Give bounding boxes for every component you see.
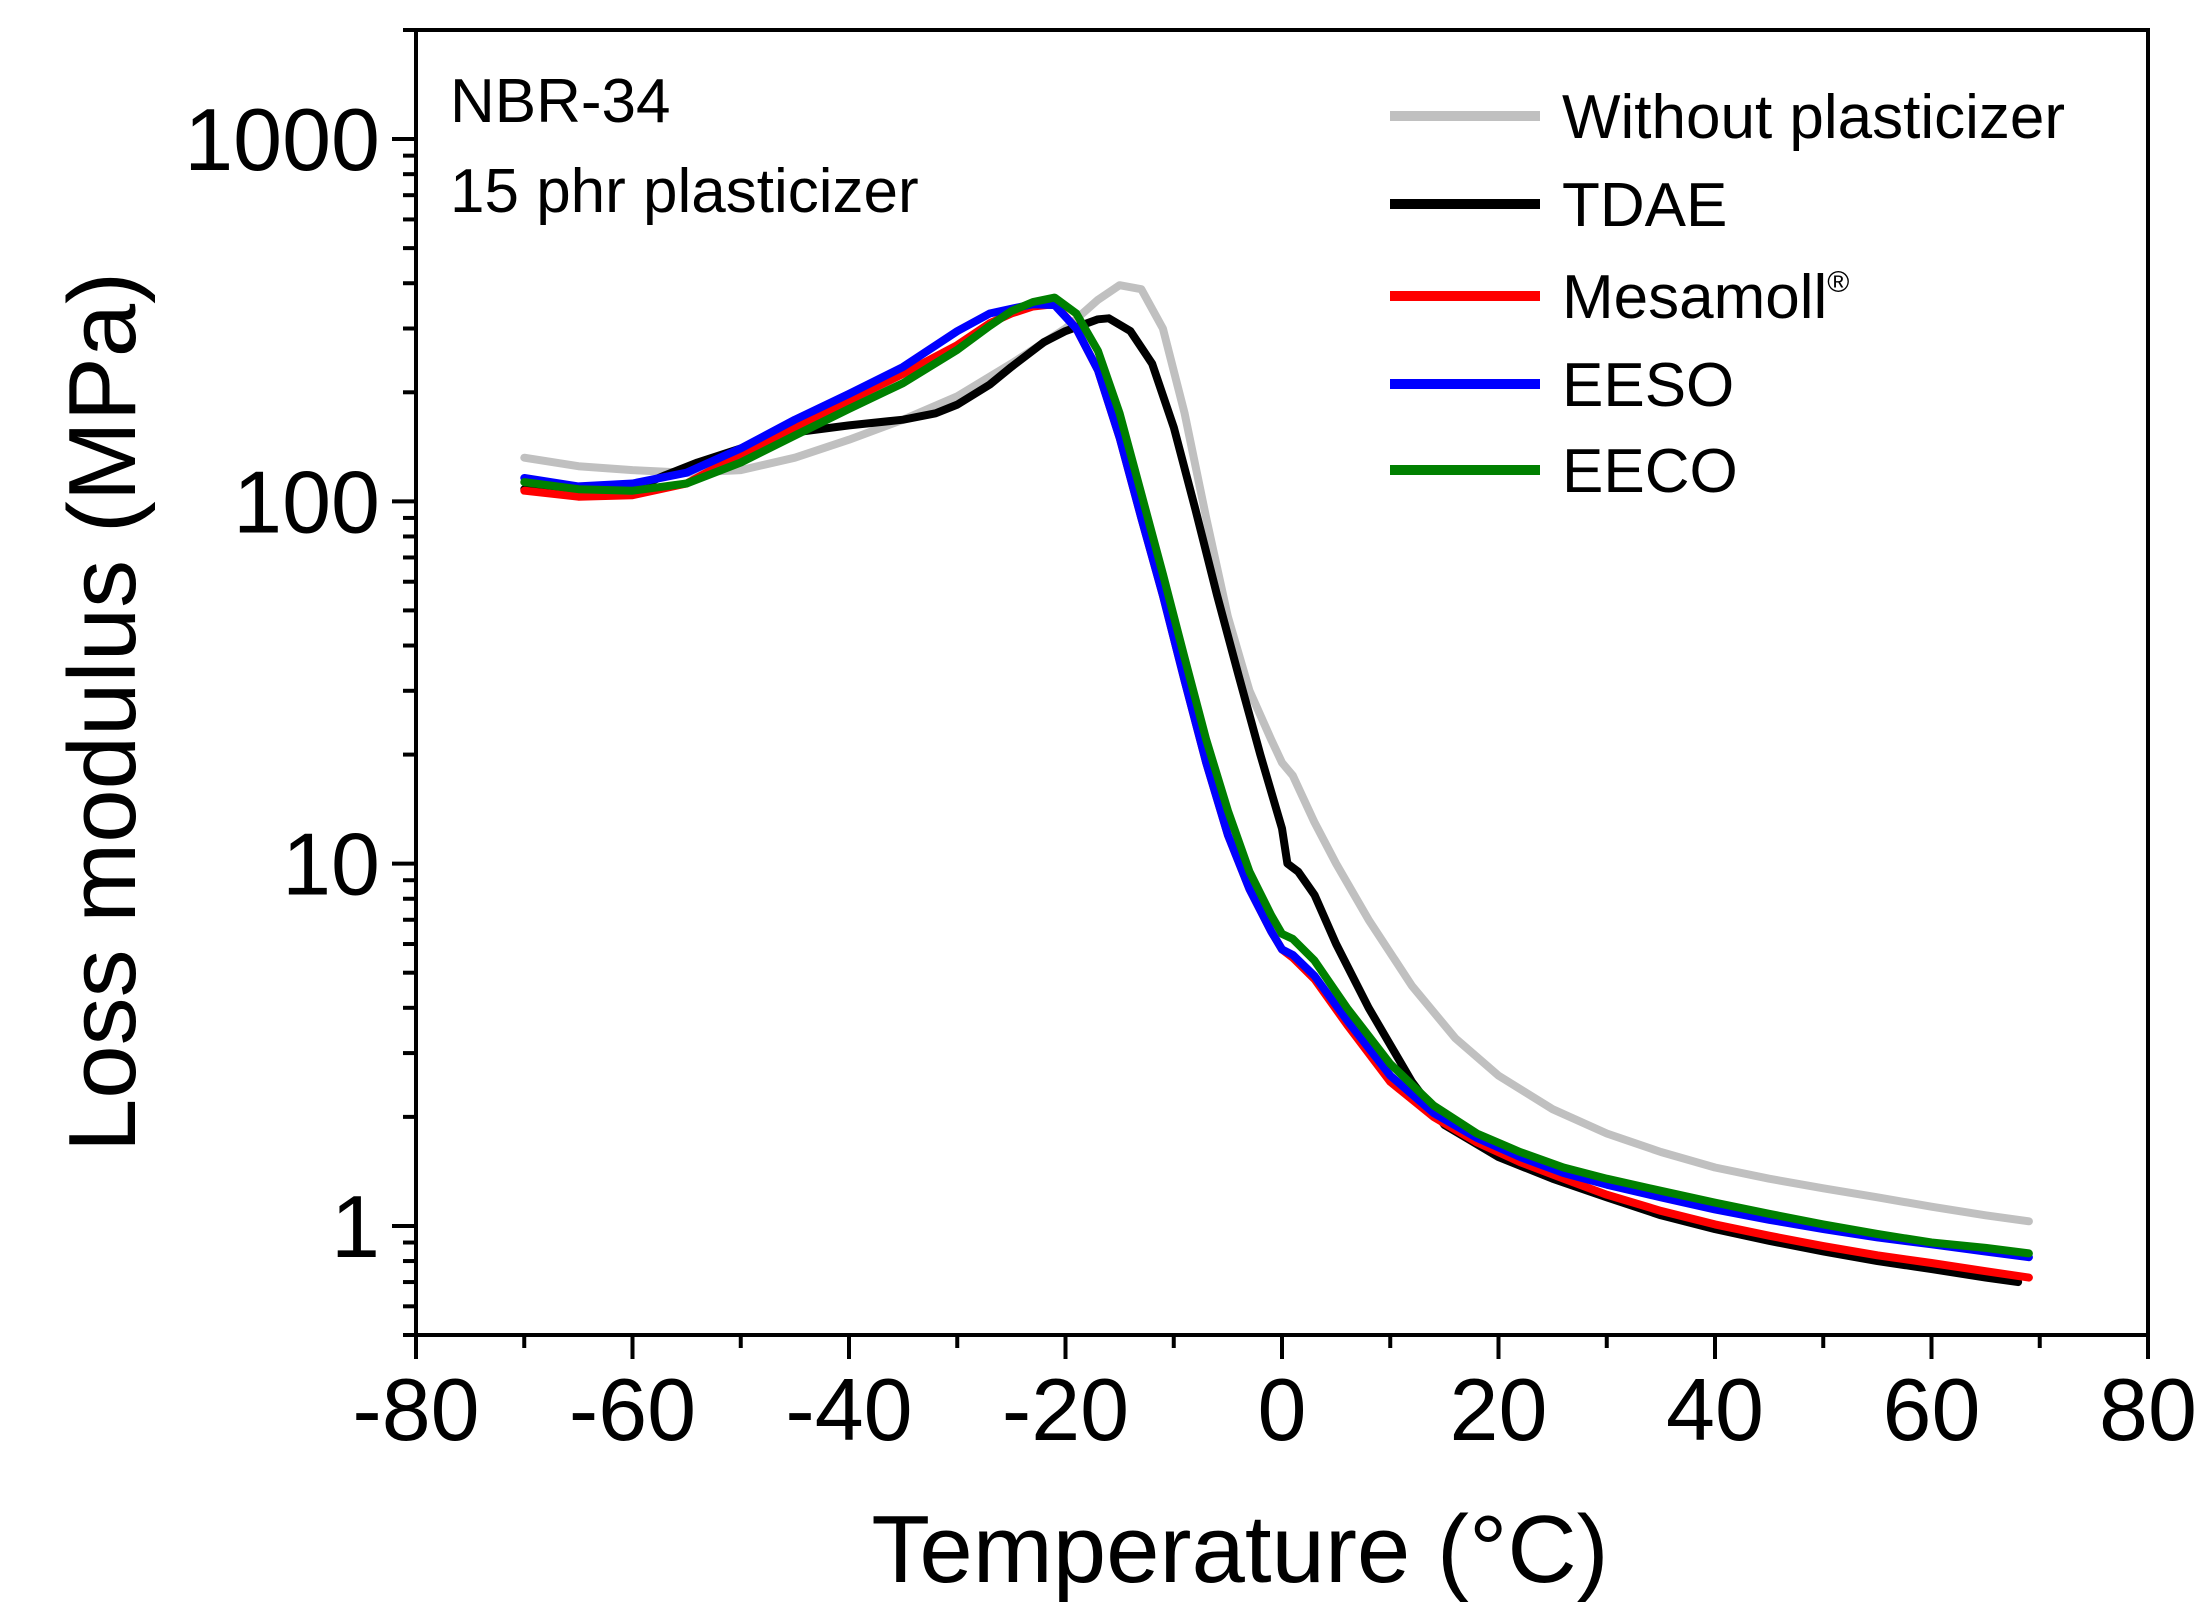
y-tick-label: 1 bbox=[331, 1177, 380, 1276]
legend-label: EECO bbox=[1562, 437, 1738, 506]
plot-series bbox=[520, 281, 2033, 1287]
x-tick-label: 20 bbox=[1450, 1360, 1548, 1459]
legend-label: TDAE bbox=[1562, 171, 1727, 240]
x-axis-title: Temperature (°C) bbox=[871, 1496, 1608, 1603]
x-tick-label: -20 bbox=[1002, 1360, 1129, 1459]
series-line-2 bbox=[520, 300, 2033, 1282]
y-axis-title: Loss modulus (MPa) bbox=[49, 272, 156, 1152]
x-tick-label: -80 bbox=[352, 1360, 479, 1459]
x-tick-label: 0 bbox=[1258, 1360, 1307, 1459]
x-tick-label: -60 bbox=[569, 1360, 696, 1459]
y-tick-label: 10 bbox=[282, 815, 380, 914]
legend: Without plasticizer TDAE Mesamoll® EESO EECO bbox=[1390, 83, 2065, 506]
x-tick-label: 40 bbox=[1666, 1360, 1764, 1459]
x-tick-label: 60 bbox=[1883, 1360, 1981, 1459]
x-tick-label: 80 bbox=[2099, 1360, 2197, 1459]
y-tick-label: 1000 bbox=[184, 90, 380, 189]
series-line-4 bbox=[520, 293, 2033, 1258]
y-tick-label: 100 bbox=[233, 452, 380, 551]
x-tick-label: -40 bbox=[785, 1360, 912, 1459]
annotation-line-2: 15 phr plasticizer bbox=[450, 157, 919, 226]
axis-ticks: -80 -60 -40 -20 0 20 40 60 80 1 10 100 1000 bbox=[184, 28, 2197, 1459]
annotation-line-1: NBR-34 bbox=[450, 67, 671, 136]
legend-label: EESO bbox=[1562, 351, 1734, 420]
series-line-3 bbox=[520, 300, 2033, 1262]
legend-label: Mesamoll® bbox=[1562, 263, 1849, 332]
plot-frame bbox=[414, 28, 2150, 1337]
legend-label: Without plasticizer bbox=[1562, 83, 2065, 152]
series-line-0 bbox=[520, 281, 2033, 1226]
series-line-1 bbox=[520, 314, 2023, 1287]
